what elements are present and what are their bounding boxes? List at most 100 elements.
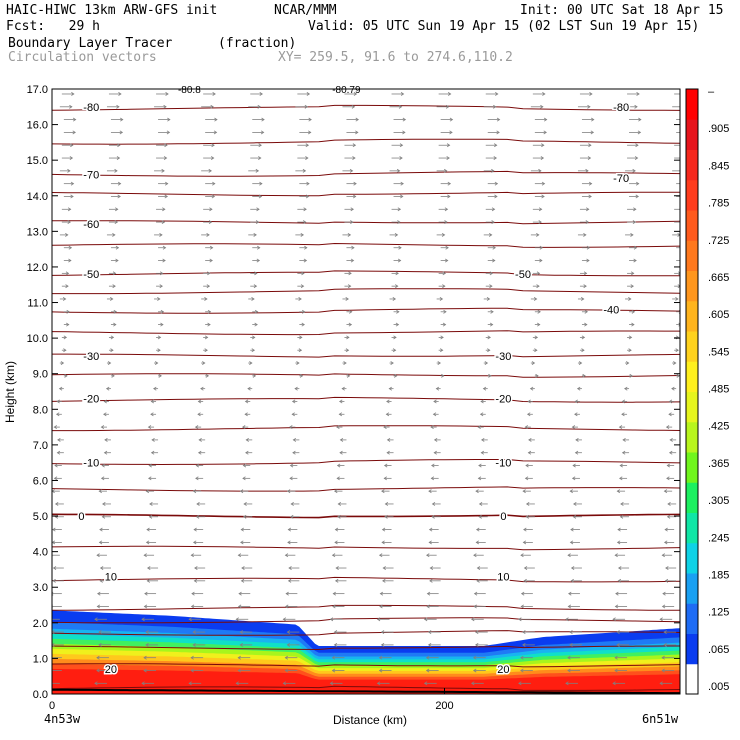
vector-arrowhead — [164, 181, 169, 186]
vector-arrowhead — [211, 143, 215, 148]
vector-arrowhead — [70, 194, 74, 199]
vector-arrowhead — [352, 143, 357, 148]
vector-arrowhead — [148, 463, 152, 468]
vector-arrowhead — [482, 386, 487, 391]
vector-arrowhead — [195, 476, 199, 481]
vector-arrowhead — [567, 553, 571, 558]
vector-arrowhead — [442, 284, 446, 289]
vector-arrowhead — [478, 502, 483, 506]
vector-arrowhead — [348, 271, 352, 276]
vector-arrowhead — [443, 309, 447, 314]
vector-arrowhead — [487, 348, 491, 353]
vector-arrowhead — [383, 476, 387, 481]
x-tick-label: 0 — [49, 700, 55, 712]
vector-arrowhead — [191, 591, 195, 596]
vector-arrowhead — [428, 527, 433, 532]
vector-arrowhead — [449, 130, 453, 135]
vector-arrowhead — [145, 642, 149, 647]
vector-arrowhead — [148, 476, 152, 481]
vector-arrowhead — [584, 309, 589, 314]
vector-arrowhead — [584, 322, 588, 327]
vector-arrowhead — [518, 617, 522, 622]
vector-arrowhead — [239, 642, 243, 647]
vector-arrowhead — [439, 348, 444, 353]
vector-arrowhead — [117, 181, 122, 186]
vector-arrowhead — [665, 566, 669, 570]
isotherm-line-2 — [52, 645, 680, 651]
vector-arrowhead — [349, 168, 354, 173]
vector-arrowhead — [668, 399, 673, 404]
vector-arrowhead — [392, 297, 397, 301]
vector-arrowhead — [66, 322, 70, 327]
vector-arrowhead — [243, 502, 247, 506]
vector-arrowhead — [100, 476, 105, 481]
vector-arrowhead — [200, 386, 204, 391]
vector-arrowhead — [534, 335, 539, 340]
vector-arrowhead — [522, 642, 526, 647]
vector-arrowhead — [72, 117, 77, 122]
vector-arrowhead — [392, 348, 397, 353]
vector-arrowhead — [445, 245, 449, 250]
vector-arrowhead — [620, 502, 624, 506]
vector-arrowhead — [291, 412, 295, 417]
vector-arrowhead — [116, 104, 120, 109]
isotherm-line-13 — [52, 373, 680, 378]
isotherm-line-7 — [52, 545, 680, 551]
vector-arrowhead — [491, 168, 495, 173]
colorbar-swatch — [686, 89, 698, 120]
vector-arrowhead — [146, 566, 151, 570]
vector-arrowhead — [440, 335, 444, 340]
vector-arrowhead — [661, 604, 666, 609]
vector-arrowhead — [143, 655, 147, 660]
vector-arrowhead — [632, 168, 636, 173]
vector-arrowhead — [378, 668, 383, 673]
vector-arrowhead — [287, 540, 291, 545]
vector-arrowhead — [258, 143, 262, 148]
vector-arrowhead — [400, 181, 404, 186]
y-tick-label: 2.0 — [33, 618, 48, 630]
vector-arrowhead — [103, 412, 107, 417]
vector-arrowhead — [494, 194, 498, 199]
isotherm-line-24 — [52, 104, 680, 111]
vector-arrowhead — [154, 361, 159, 365]
vector-arrowhead — [144, 591, 148, 596]
vector-arrowhead — [192, 489, 197, 494]
vector-arrowhead — [52, 566, 57, 570]
vector-arrowhead — [298, 348, 303, 353]
vector-arrowhead — [565, 617, 569, 622]
isotherm-label: -70 — [83, 169, 99, 181]
vector-arrowhead — [351, 245, 355, 250]
vector-arrowhead — [475, 630, 479, 635]
vector-arrowhead — [99, 578, 103, 583]
vector-arrowhead — [115, 207, 119, 212]
vector-arrowhead — [63, 335, 68, 340]
vector-arrowhead — [540, 156, 545, 160]
vector-arrowhead — [666, 476, 670, 481]
vector-arrowhead — [633, 245, 638, 250]
vector-arrowhead — [523, 527, 527, 532]
vector-arrowhead — [103, 399, 107, 404]
terrain-line — [52, 688, 680, 694]
vector-arrowhead — [301, 271, 305, 276]
colorbar-label: .125 — [708, 607, 729, 619]
vector-arrowhead — [528, 437, 532, 442]
vector-arrowhead — [680, 208, 683, 211]
vector-arrowhead — [630, 284, 634, 289]
vector-arrowhead — [539, 258, 543, 263]
vector-arrowhead — [235, 681, 239, 686]
vector-arrowhead — [60, 361, 65, 365]
colorbar-swatch — [686, 603, 698, 634]
vector-arrowhead — [669, 437, 673, 442]
vector-arrowhead — [161, 168, 165, 173]
vector-arrowhead — [585, 220, 590, 225]
y-tick-label: 5.0 — [33, 511, 48, 523]
vector-arrowhead — [484, 361, 489, 365]
vector-arrowhead — [67, 220, 71, 225]
vector-arrowhead — [533, 297, 538, 301]
vector-arrowhead — [580, 297, 585, 301]
isotherm-line-14 — [52, 353, 680, 358]
vector-arrowhead — [52, 642, 55, 647]
isotherm-line-1 — [52, 663, 680, 668]
vector-arrowhead — [637, 130, 642, 135]
colorbar-swatch — [686, 300, 698, 332]
